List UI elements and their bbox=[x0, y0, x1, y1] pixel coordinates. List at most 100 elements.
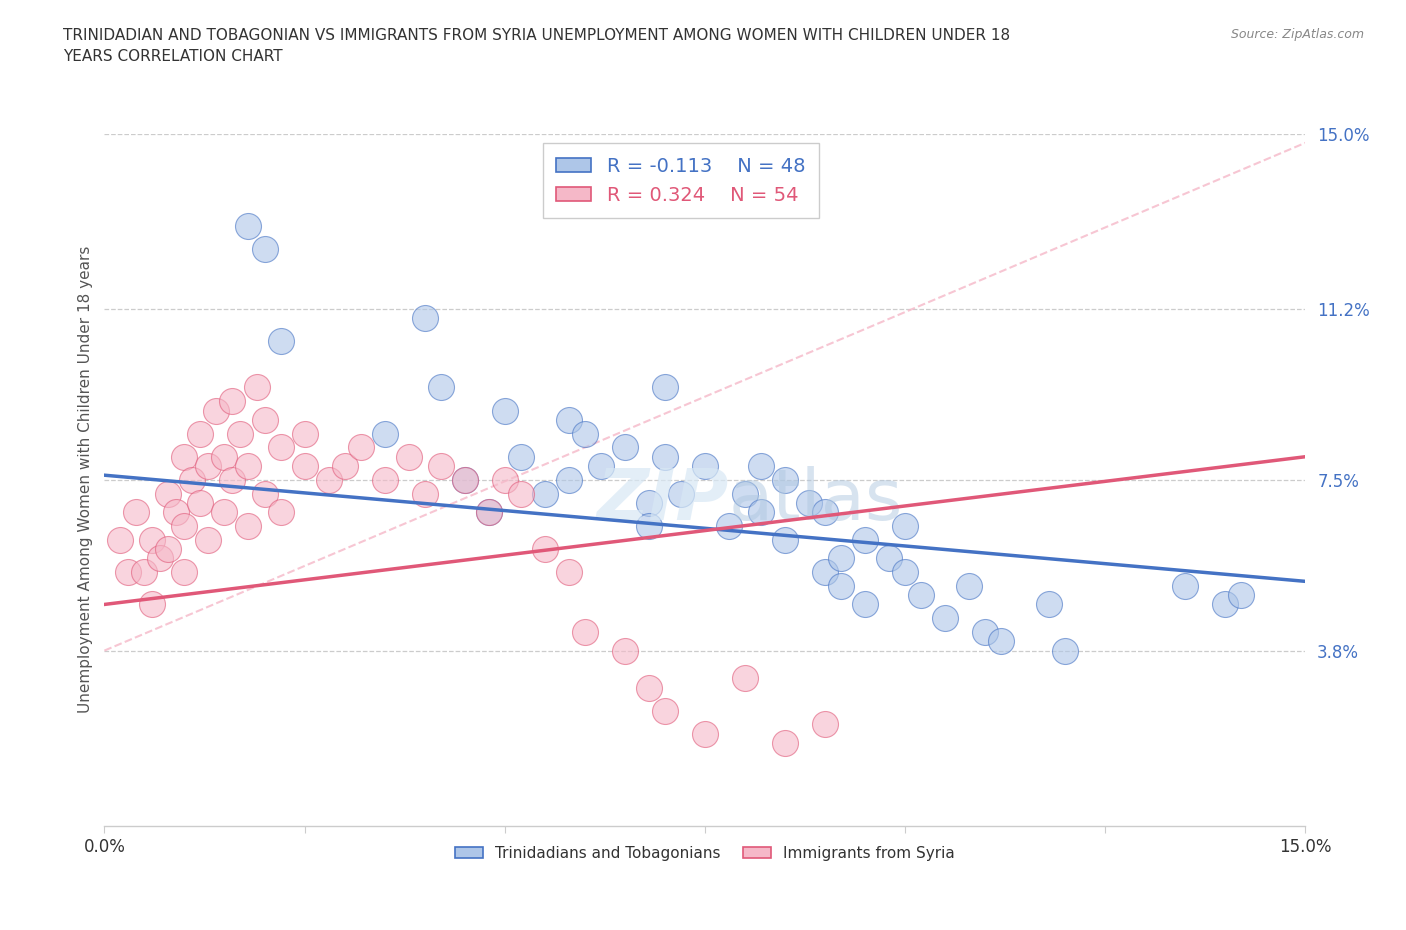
Point bbox=[853, 597, 876, 612]
Point bbox=[294, 426, 316, 441]
Point bbox=[429, 458, 451, 473]
Legend: Trinidadians and Tobagonians, Immigrants from Syria: Trinidadians and Tobagonians, Immigrants… bbox=[449, 840, 960, 867]
Point bbox=[349, 440, 371, 455]
Point bbox=[190, 426, 212, 441]
Point bbox=[157, 486, 180, 501]
Point bbox=[453, 472, 475, 487]
Point bbox=[773, 736, 796, 751]
Point bbox=[294, 458, 316, 473]
Point bbox=[238, 519, 260, 534]
Point bbox=[654, 449, 676, 464]
Point bbox=[910, 588, 932, 603]
Point bbox=[717, 519, 740, 534]
Point bbox=[141, 532, 163, 547]
Text: TRINIDADIAN AND TOBAGONIAN VS IMMIGRANTS FROM SYRIA UNEMPLOYMENT AMONG WOMEN WIT: TRINIDADIAN AND TOBAGONIAN VS IMMIGRANTS… bbox=[63, 28, 1011, 64]
Point bbox=[693, 458, 716, 473]
Point bbox=[533, 486, 555, 501]
Point bbox=[221, 472, 243, 487]
Point bbox=[814, 717, 837, 732]
Point bbox=[181, 472, 204, 487]
Point bbox=[238, 458, 260, 473]
Point bbox=[253, 412, 276, 427]
Point bbox=[734, 671, 756, 685]
Point bbox=[509, 449, 531, 464]
Point bbox=[494, 472, 516, 487]
Point bbox=[253, 242, 276, 257]
Point bbox=[413, 486, 436, 501]
Point bbox=[214, 449, 236, 464]
Point bbox=[814, 565, 837, 579]
Point bbox=[134, 565, 156, 579]
Text: ZIP: ZIP bbox=[596, 466, 728, 535]
Point bbox=[190, 496, 212, 511]
Point bbox=[773, 532, 796, 547]
Point bbox=[197, 532, 219, 547]
Point bbox=[1230, 588, 1253, 603]
Point bbox=[693, 726, 716, 741]
Point bbox=[453, 472, 475, 487]
Point bbox=[165, 505, 187, 520]
Point bbox=[413, 311, 436, 325]
Point bbox=[214, 505, 236, 520]
Point bbox=[558, 472, 581, 487]
Point bbox=[270, 334, 292, 349]
Point bbox=[173, 519, 195, 534]
Point bbox=[654, 380, 676, 395]
Point bbox=[853, 532, 876, 547]
Point bbox=[894, 565, 917, 579]
Point bbox=[974, 625, 997, 640]
Point bbox=[734, 486, 756, 501]
Point bbox=[229, 426, 252, 441]
Point bbox=[990, 634, 1012, 649]
Point bbox=[773, 472, 796, 487]
Point bbox=[221, 394, 243, 409]
Point bbox=[814, 505, 837, 520]
Point bbox=[558, 565, 581, 579]
Point bbox=[110, 532, 132, 547]
Point bbox=[669, 486, 692, 501]
Point bbox=[478, 505, 501, 520]
Point bbox=[1054, 644, 1077, 658]
Y-axis label: Unemployment Among Women with Children Under 18 years: Unemployment Among Women with Children U… bbox=[79, 246, 93, 713]
Point bbox=[173, 449, 195, 464]
Point bbox=[654, 703, 676, 718]
Point bbox=[509, 486, 531, 501]
Point bbox=[637, 496, 659, 511]
Text: Source: ZipAtlas.com: Source: ZipAtlas.com bbox=[1230, 28, 1364, 41]
Point bbox=[270, 440, 292, 455]
Point bbox=[877, 551, 900, 565]
Point bbox=[270, 505, 292, 520]
Point bbox=[149, 551, 172, 565]
Point bbox=[197, 458, 219, 473]
Point bbox=[1213, 597, 1236, 612]
Point bbox=[238, 219, 260, 233]
Point bbox=[637, 519, 659, 534]
Point bbox=[245, 380, 267, 395]
Point bbox=[1038, 597, 1060, 612]
Point bbox=[957, 578, 980, 593]
Point bbox=[797, 496, 820, 511]
Point bbox=[374, 426, 396, 441]
Point bbox=[141, 597, 163, 612]
Point bbox=[830, 578, 852, 593]
Point bbox=[494, 403, 516, 418]
Point bbox=[613, 644, 636, 658]
Point bbox=[589, 458, 612, 473]
Point bbox=[613, 440, 636, 455]
Point bbox=[318, 472, 340, 487]
Point bbox=[934, 611, 956, 626]
Point bbox=[253, 486, 276, 501]
Point bbox=[125, 505, 148, 520]
Point bbox=[117, 565, 139, 579]
Point bbox=[637, 680, 659, 695]
Point bbox=[830, 551, 852, 565]
Point bbox=[173, 565, 195, 579]
Point bbox=[749, 505, 772, 520]
Point bbox=[157, 541, 180, 556]
Point bbox=[894, 519, 917, 534]
Point bbox=[374, 472, 396, 487]
Point bbox=[574, 625, 596, 640]
Text: atlas: atlas bbox=[728, 466, 903, 535]
Point bbox=[205, 403, 228, 418]
Point bbox=[749, 458, 772, 473]
